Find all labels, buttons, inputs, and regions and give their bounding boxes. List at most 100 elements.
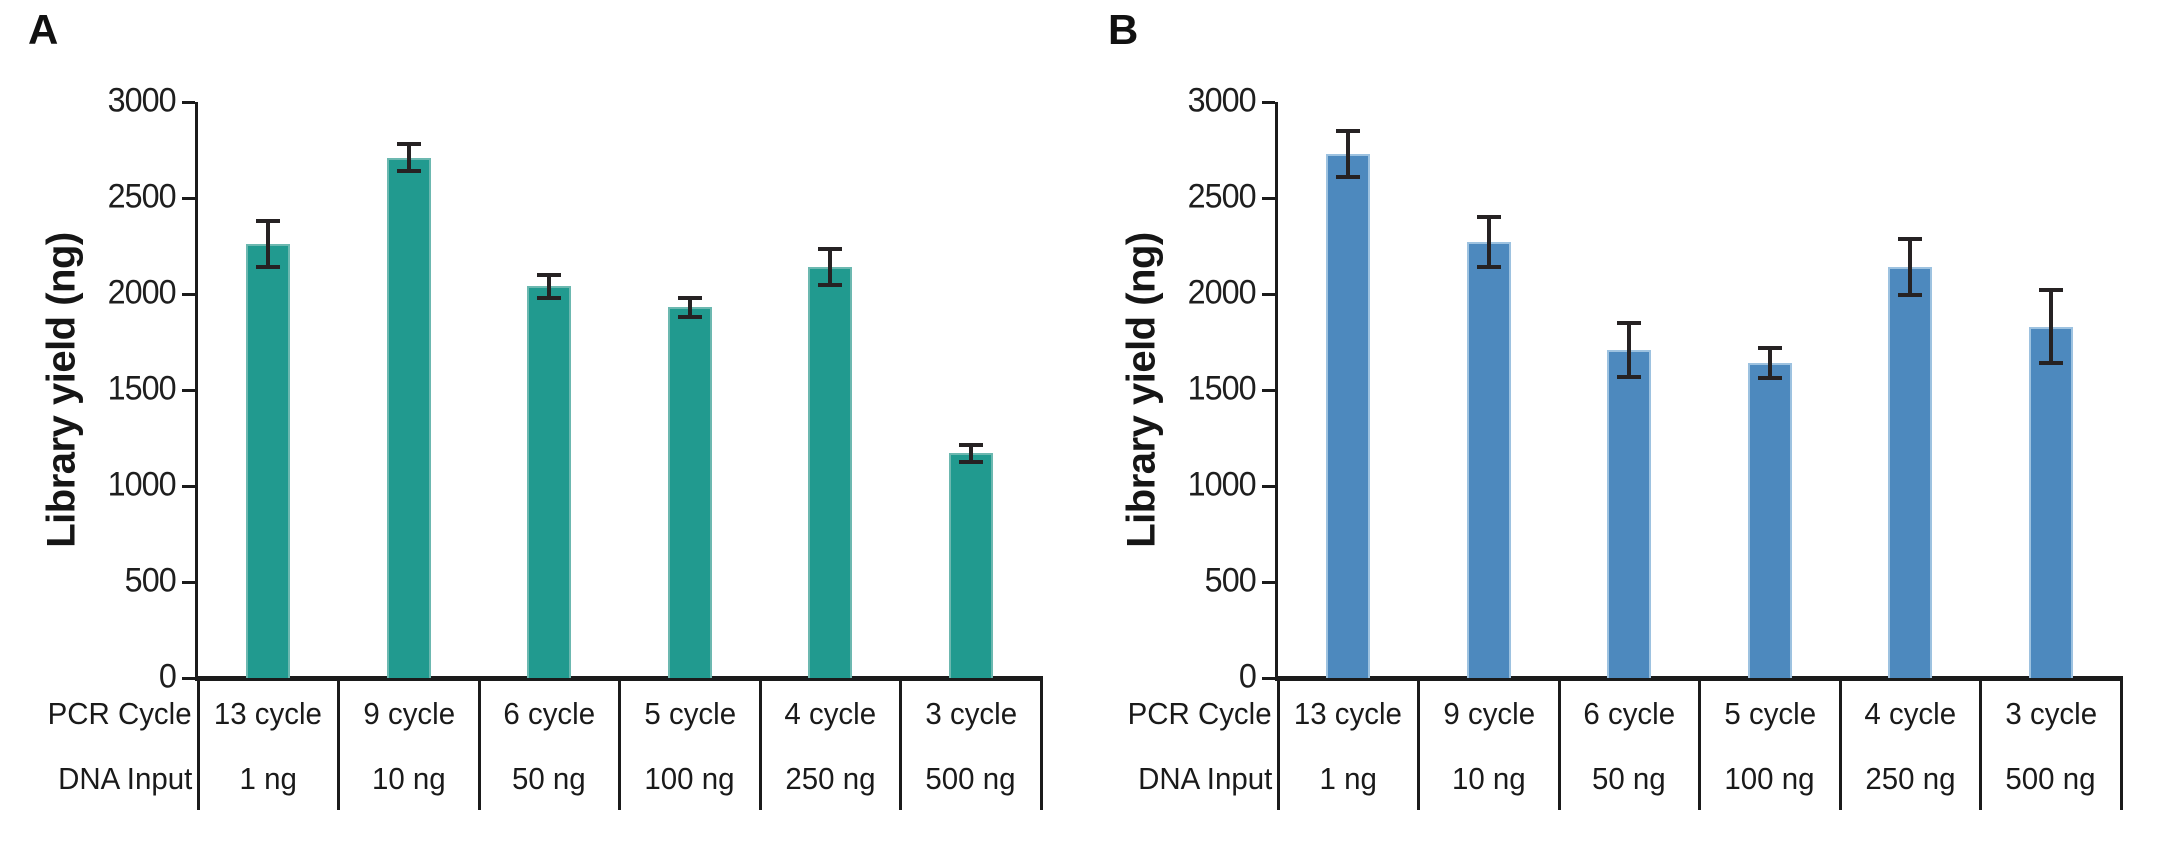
bar — [1326, 153, 1371, 678]
table-cell-text: 250 ng — [1865, 761, 1956, 796]
y-tick-label: 1500 — [107, 369, 177, 408]
y-tick-label: 500 — [1204, 561, 1257, 600]
table-cell-text: 1 ng — [239, 761, 297, 796]
y-tickmark — [1262, 580, 1275, 584]
error-bar-cap-bottom — [256, 265, 281, 270]
y-tickmark — [1262, 676, 1275, 680]
table-column-separator — [1039, 680, 1043, 810]
table-column-separator — [1276, 680, 1280, 810]
error-bar-stem — [828, 248, 833, 286]
y-tickmark — [182, 196, 195, 200]
y-tickmark — [182, 580, 195, 584]
table-cell-text: 500 ng — [925, 761, 1016, 796]
y-tickmark — [1262, 100, 1275, 104]
table-cell-text: 500 ng — [2005, 761, 2096, 796]
row-label-dna-input: DNA Input — [1137, 761, 1272, 796]
table-cell-text: 6 cycle — [1583, 696, 1676, 731]
pcr-cycle-cell: 9 cycle — [1419, 680, 1560, 748]
y-tick-label: 500 — [124, 561, 177, 600]
error-bar-cap-top — [818, 246, 843, 251]
error-bar-stem — [968, 444, 973, 462]
bar — [808, 267, 853, 678]
x-axis-line — [195, 676, 1043, 681]
pcr-cycle-cell: 4 cycle — [760, 680, 901, 748]
y-tickmark — [1262, 388, 1275, 392]
y-tick-label: 2500 — [107, 177, 177, 216]
y-tickmark — [182, 100, 195, 104]
y-tickmark — [1262, 292, 1275, 296]
table-cell-text: 5 cycle — [1723, 696, 1816, 731]
y-tickmark — [182, 676, 195, 680]
table-column-separator — [196, 680, 200, 810]
bar — [948, 453, 993, 678]
error-bar-cap-top — [958, 442, 983, 447]
dna-input-cell: 500 ng — [901, 748, 1042, 810]
error-bar-cap-top — [1336, 128, 1361, 133]
table-cell-text: 100 ng — [644, 761, 735, 796]
error-bar-stem — [1908, 239, 1913, 295]
error-bar-stem — [406, 144, 411, 172]
pcr-cycle-cell: 6 cycle — [1559, 680, 1700, 748]
table-cell-text: 5 cycle — [643, 696, 736, 731]
y-tick-label: 1000 — [1187, 465, 1257, 504]
bar — [1747, 363, 1792, 678]
error-bar-stem — [1346, 130, 1351, 177]
table-cell-text: 10 ng — [371, 761, 446, 796]
row-label-dna-input: DNA Input — [57, 761, 192, 796]
table-column-separator — [477, 680, 481, 810]
y-tick-label: 0 — [158, 657, 177, 696]
y-tick-label: 2000 — [1187, 273, 1257, 312]
table-cell-text: 9 cycle — [1442, 696, 1535, 731]
y-tickmark — [1262, 196, 1275, 200]
table-cell-text: 1 ng — [1319, 761, 1377, 796]
bar — [1466, 242, 1511, 678]
error-bar-cap-top — [1476, 215, 1501, 220]
dna-input-cell: 50 ng — [1559, 748, 1700, 810]
bar — [246, 244, 291, 678]
row-label-pcr-cycle: PCR Cycle — [47, 696, 192, 731]
pcr-cycle-cell: 13 cycle — [198, 680, 339, 748]
error-bar-cap-bottom — [396, 169, 421, 174]
error-bar-cap-bottom — [1617, 374, 1642, 379]
dna-input-cell: 1 ng — [1278, 748, 1419, 810]
dna-input-cell: 250 ng — [1840, 748, 1981, 810]
table-column-separator — [618, 680, 621, 810]
bar-chart-B: 0 500 1000 1500 2000 2500 3000 13 cycle 9 cycle 6… — [1080, 0, 2161, 842]
pcr-cycle-cell: 4 cycle — [1840, 680, 1981, 748]
table-column-separator — [758, 680, 762, 810]
bar — [527, 286, 572, 678]
pcr-cycle-cell: 5 cycle — [620, 680, 761, 748]
table-cell-text: 6 cycle — [503, 696, 596, 731]
table-column-separator — [1417, 680, 1420, 810]
table-cell-text: 13 cycle — [214, 696, 323, 731]
table-cell-text: 250 ng — [785, 761, 876, 796]
error-bar-stem — [547, 274, 552, 298]
table-cell-text: 50 ng — [1592, 761, 1667, 796]
table-column-separator — [1698, 680, 1701, 810]
pcr-cycle-cell: 9 cycle — [339, 680, 480, 748]
panel-label-B: B — [1108, 6, 1139, 53]
error-bar-cap-top — [677, 295, 702, 300]
table-column-separator — [1838, 680, 1842, 810]
y-tickmark — [182, 388, 195, 392]
y-tick-label: 2000 — [107, 273, 177, 312]
table-cell-text: 50 ng — [512, 761, 587, 796]
error-bar-stem — [1627, 322, 1632, 377]
table-cell-text: 100 ng — [1724, 761, 1815, 796]
error-bar-cap-bottom — [1898, 292, 1923, 297]
dna-input-cell: 50 ng — [479, 748, 620, 810]
error-bar-stem — [266, 221, 271, 268]
error-bar-cap-top — [1757, 345, 1782, 350]
table-column-separator — [2119, 680, 2123, 810]
error-bar-stem — [687, 297, 692, 318]
pcr-cycle-cell: 13 cycle — [1278, 680, 1419, 748]
y-tick-label: 3000 — [1187, 81, 1257, 120]
dna-input-cell: 10 ng — [1419, 748, 1560, 810]
table-column-separator — [1979, 680, 1982, 810]
error-bar-cap-top — [1617, 320, 1642, 325]
table-column-separator — [1557, 680, 1561, 810]
bar — [386, 157, 431, 678]
y-tick-label: 1000 — [107, 465, 177, 504]
y-tickmark — [182, 292, 195, 296]
error-bar-cap-top — [2038, 288, 2063, 293]
